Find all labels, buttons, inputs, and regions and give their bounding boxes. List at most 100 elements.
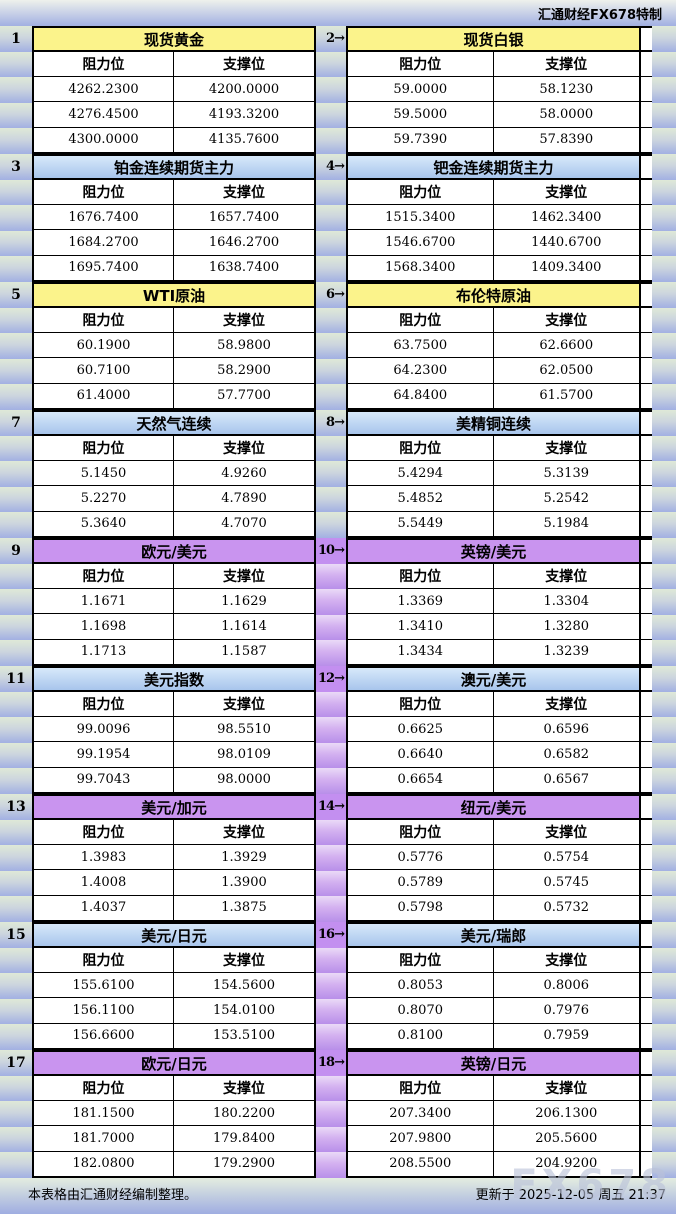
center-gutter-column: 18→ bbox=[316, 1050, 346, 1179]
support-header: 支撑位 bbox=[493, 436, 639, 460]
resistance-value: 0.6654 bbox=[348, 767, 494, 792]
background-cell bbox=[652, 1152, 676, 1179]
panel-header-row: 阻力位 支撑位 bbox=[348, 564, 639, 588]
bleed-cell bbox=[641, 332, 652, 358]
panel-title: 美元指数 bbox=[34, 668, 314, 692]
background-cell bbox=[652, 179, 676, 206]
panel-header-row: 阻力位 支撑位 bbox=[34, 692, 314, 716]
section-row: 7 天然气连续 阻力位 支撑位 5.1450 4.9260 5.2270 4.7… bbox=[0, 410, 676, 539]
support-value: 0.6596 bbox=[493, 717, 639, 742]
bleed-title-cell bbox=[641, 156, 652, 180]
background-cell bbox=[0, 896, 32, 923]
instrument-panel-right: 澳元/美元 阻力位 支撑位 0.6625 0.6596 0.6640 0.658… bbox=[346, 666, 641, 794]
resistance-header: 阻力位 bbox=[34, 692, 174, 716]
background-cell bbox=[316, 1024, 346, 1051]
background-cell bbox=[652, 563, 676, 590]
support-value: 1.1629 bbox=[174, 589, 314, 614]
left-index-column: 9 bbox=[0, 538, 32, 667]
background-cell bbox=[316, 691, 346, 718]
background-cell bbox=[316, 563, 346, 590]
panel-header-row: 阻力位 支撑位 bbox=[348, 308, 639, 332]
support-value: 4.9260 bbox=[174, 461, 314, 486]
background-cell bbox=[316, 614, 346, 641]
background-cell bbox=[0, 1152, 32, 1179]
background-cell bbox=[0, 845, 32, 871]
resistance-value: 1684.2700 bbox=[34, 230, 174, 255]
level-row: 0.5776 0.5754 bbox=[348, 844, 639, 870]
background-cell bbox=[316, 358, 346, 385]
instrument-panel-left: 欧元/美元 阻力位 支撑位 1.1671 1.1629 1.1698 1.161… bbox=[32, 538, 316, 666]
background-cell bbox=[652, 384, 676, 411]
bleed-cell bbox=[641, 564, 652, 588]
level-row: 99.7043 98.0000 bbox=[34, 766, 314, 792]
resistance-value: 59.0000 bbox=[348, 77, 494, 102]
right-margin-column bbox=[652, 538, 676, 667]
support-value: 180.2200 bbox=[174, 1101, 314, 1126]
bleed-title-cell bbox=[641, 28, 652, 52]
right-margin-column bbox=[652, 1050, 676, 1179]
resistance-value: 1.4008 bbox=[34, 870, 174, 895]
background-cell bbox=[652, 358, 676, 385]
support-value: 0.7976 bbox=[493, 998, 639, 1023]
support-value: 1.1614 bbox=[174, 614, 314, 639]
resistance-value: 60.1900 bbox=[34, 333, 174, 358]
left-index-column: 3 bbox=[0, 154, 32, 283]
instrument-panel-left: 天然气连续 阻力位 支撑位 5.1450 4.9260 5.2270 4.789… bbox=[32, 410, 316, 538]
background-cell bbox=[652, 870, 676, 897]
panel-title: 纽元/美元 bbox=[348, 796, 639, 820]
support-value: 58.1230 bbox=[493, 77, 639, 102]
background-cell bbox=[652, 768, 676, 795]
panel-header-row: 阻力位 支撑位 bbox=[34, 52, 314, 76]
support-header: 支撑位 bbox=[174, 820, 314, 844]
section-row: 17 欧元/日元 阻力位 支撑位 181.1500 180.2200 181.7… bbox=[0, 1050, 676, 1179]
resistance-header: 阻力位 bbox=[34, 180, 174, 204]
level-row: 181.1500 180.2200 bbox=[34, 1100, 314, 1126]
support-value: 1657.7400 bbox=[174, 205, 314, 230]
support-header: 支撑位 bbox=[174, 692, 314, 716]
resistance-header: 阻力位 bbox=[34, 948, 174, 972]
section-row: 11 美元指数 阻力位 支撑位 99.0096 98.5510 99.1954 … bbox=[0, 666, 676, 795]
background-cell bbox=[316, 333, 346, 359]
resistance-header: 阻力位 bbox=[34, 820, 174, 844]
instrument-panel-left: 美元/日元 阻力位 支撑位 155.6100 154.5600 156.1100… bbox=[32, 922, 316, 1050]
section-row: 9 欧元/美元 阻力位 支撑位 1.1671 1.1629 1.1698 1.1… bbox=[0, 538, 676, 667]
panel-header-row: 阻力位 支撑位 bbox=[34, 308, 314, 332]
level-row: 0.8053 0.8006 bbox=[348, 972, 639, 998]
background-cell bbox=[0, 614, 32, 641]
resistance-value: 0.6640 bbox=[348, 742, 494, 767]
panel-header-row: 阻力位 支撑位 bbox=[34, 180, 314, 204]
bleed-cell bbox=[641, 1125, 652, 1151]
bleed-cell bbox=[641, 844, 652, 870]
background-cell bbox=[652, 51, 676, 78]
background-cell bbox=[0, 947, 32, 974]
background-cell bbox=[652, 333, 676, 359]
support-value: 57.7700 bbox=[174, 383, 314, 408]
background-cell bbox=[0, 102, 32, 129]
support-value: 1409.3400 bbox=[493, 255, 639, 280]
bleed-cell bbox=[641, 308, 652, 332]
resistance-value: 59.5000 bbox=[348, 102, 494, 127]
center-gutter-column: 6→ bbox=[316, 282, 346, 411]
panel-header-row: 阻力位 支撑位 bbox=[34, 436, 314, 460]
instrument-panel-left: 铂金连续期货主力 阻力位 支撑位 1676.7400 1657.7400 168… bbox=[32, 154, 316, 282]
level-row: 0.6654 0.6567 bbox=[348, 766, 639, 792]
level-row: 60.7100 58.2900 bbox=[34, 357, 314, 383]
support-value: 1.3929 bbox=[174, 845, 314, 870]
bleed-title-cell bbox=[641, 540, 652, 564]
background-cell bbox=[652, 435, 676, 462]
background-cell bbox=[0, 512, 32, 539]
support-value: 1462.3400 bbox=[493, 205, 639, 230]
level-row: 156.6600 153.5100 bbox=[34, 1022, 314, 1048]
resistance-value: 1515.3400 bbox=[348, 205, 494, 230]
level-row: 61.4000 57.7700 bbox=[34, 382, 314, 408]
support-header: 支撑位 bbox=[174, 948, 314, 972]
level-row: 59.5000 58.0000 bbox=[348, 101, 639, 127]
left-index-column: 11 bbox=[0, 666, 32, 795]
level-row: 99.0096 98.5510 bbox=[34, 716, 314, 742]
top-band: 汇通财经FX678特制 bbox=[0, 0, 676, 26]
level-row: 64.8400 61.5700 bbox=[348, 382, 639, 408]
right-margin-column bbox=[652, 794, 676, 923]
resistance-value: 181.1500 bbox=[34, 1101, 174, 1126]
support-value: 154.5600 bbox=[174, 973, 314, 998]
resistance-header: 阻力位 bbox=[348, 564, 494, 588]
